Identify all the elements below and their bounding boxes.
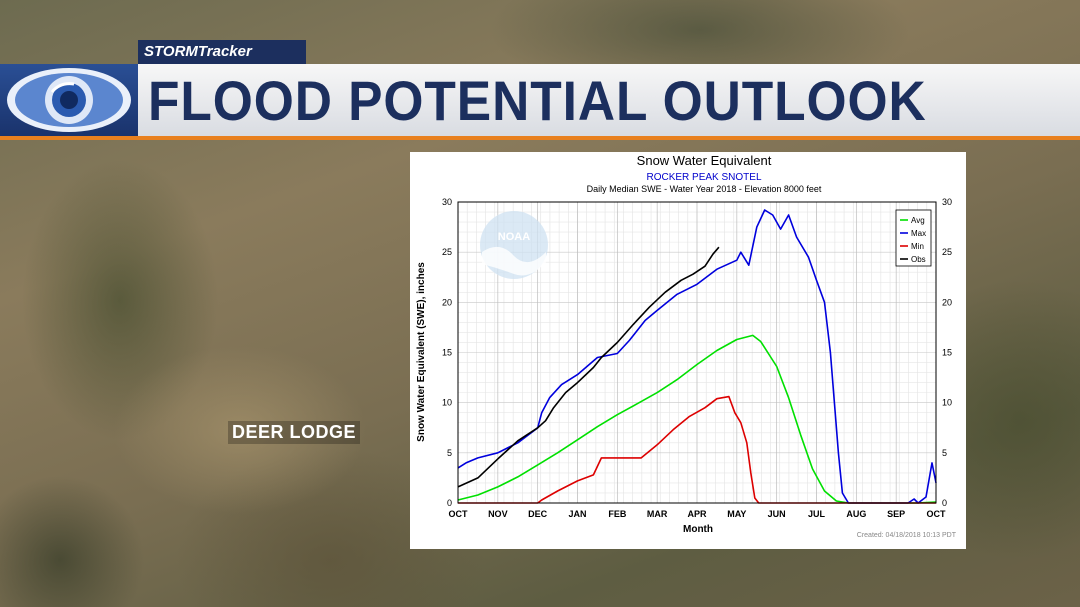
noaa-wave-icon xyxy=(482,246,546,276)
plot-area: OCT NOV DEC JAN FEB MAR APR MAY JUN JUL AUG SEP OCT0… xyxy=(442,197,952,519)
x-tick-label: AUG xyxy=(846,509,866,519)
x-tick-label: APR xyxy=(687,509,707,519)
chart-footer: Created: 04/18/2018 10:13 PDT xyxy=(857,532,957,539)
series-line-obs xyxy=(457,246,720,488)
y-tick-label-right: 15 xyxy=(942,348,952,358)
y-tick-label-left: 25 xyxy=(442,247,452,257)
watermark-text: NOAA xyxy=(498,231,530,243)
legend-label-avg: Avg xyxy=(911,216,925,225)
x-tick-label: JUL xyxy=(808,509,826,519)
x-axis-label: Month xyxy=(683,524,713,535)
x-tick-label: MAR xyxy=(647,509,668,519)
y-tick-label-right: 10 xyxy=(942,398,952,408)
y-tick-label-left: 10 xyxy=(442,398,452,408)
x-tick-label: MAY xyxy=(727,509,746,519)
y-tick-label-left: 0 xyxy=(447,498,452,508)
chart-subtitle-2: Daily Median SWE - Water Year 2018 - Ele… xyxy=(587,184,822,194)
accent-stripe xyxy=(0,136,1080,140)
x-tick-label: OCT xyxy=(449,509,469,519)
y-tick-label-left: 15 xyxy=(442,348,452,358)
y-tick-label-right: 25 xyxy=(942,247,952,257)
series-line-max xyxy=(457,209,937,504)
y-tick-label-right: 0 xyxy=(942,498,947,508)
x-tick-label: JUN xyxy=(768,509,786,519)
x-tick-label: OCT xyxy=(927,509,947,519)
y-axis-label: Snow Water Equivalent (SWE), inches xyxy=(416,262,427,442)
y-tick-label-left: 20 xyxy=(442,297,452,307)
chart-subtitle: ROCKER PEAK SNOTEL xyxy=(646,172,761,183)
y-tick-label-right: 5 xyxy=(942,448,947,458)
station-logo xyxy=(0,64,138,136)
swe-chart: Snow Water Equivalent ROCKER PEAK SNOTEL… xyxy=(416,153,957,539)
x-tick-label: NOV xyxy=(488,509,508,519)
y-tick-label-left: 5 xyxy=(447,448,452,458)
channel-label: STORMTracker Weather xyxy=(138,40,306,84)
legend-label-max: Max xyxy=(911,229,926,238)
place-label: DEER LODGE xyxy=(228,421,361,444)
y-tick-label-left: 30 xyxy=(442,197,452,207)
y-tick-label-right: 20 xyxy=(942,297,952,307)
plot-frame xyxy=(457,201,937,504)
eye-logo-icon xyxy=(7,68,131,132)
x-tick-label: SEP xyxy=(887,509,905,519)
series-line-avg xyxy=(457,334,937,504)
swe-chart-panel: Snow Water Equivalent ROCKER PEAK SNOTEL… xyxy=(410,152,966,549)
chart-title: Snow Water Equivalent xyxy=(637,153,772,168)
x-tick-label: DEC xyxy=(528,509,548,519)
legend-label-min: Min xyxy=(911,242,924,251)
series-line-min xyxy=(458,395,936,504)
x-tick-label: FEB xyxy=(608,509,627,519)
page-title: FLOOD POTENTIAL OUTLOOK xyxy=(148,69,927,132)
x-tick-label: JAN xyxy=(568,509,586,519)
y-tick-label-right: 30 xyxy=(942,197,952,207)
title-banner: FLOOD POTENTIAL OUTLOOK xyxy=(0,64,1080,136)
legend-label-obs: Obs xyxy=(911,255,926,264)
